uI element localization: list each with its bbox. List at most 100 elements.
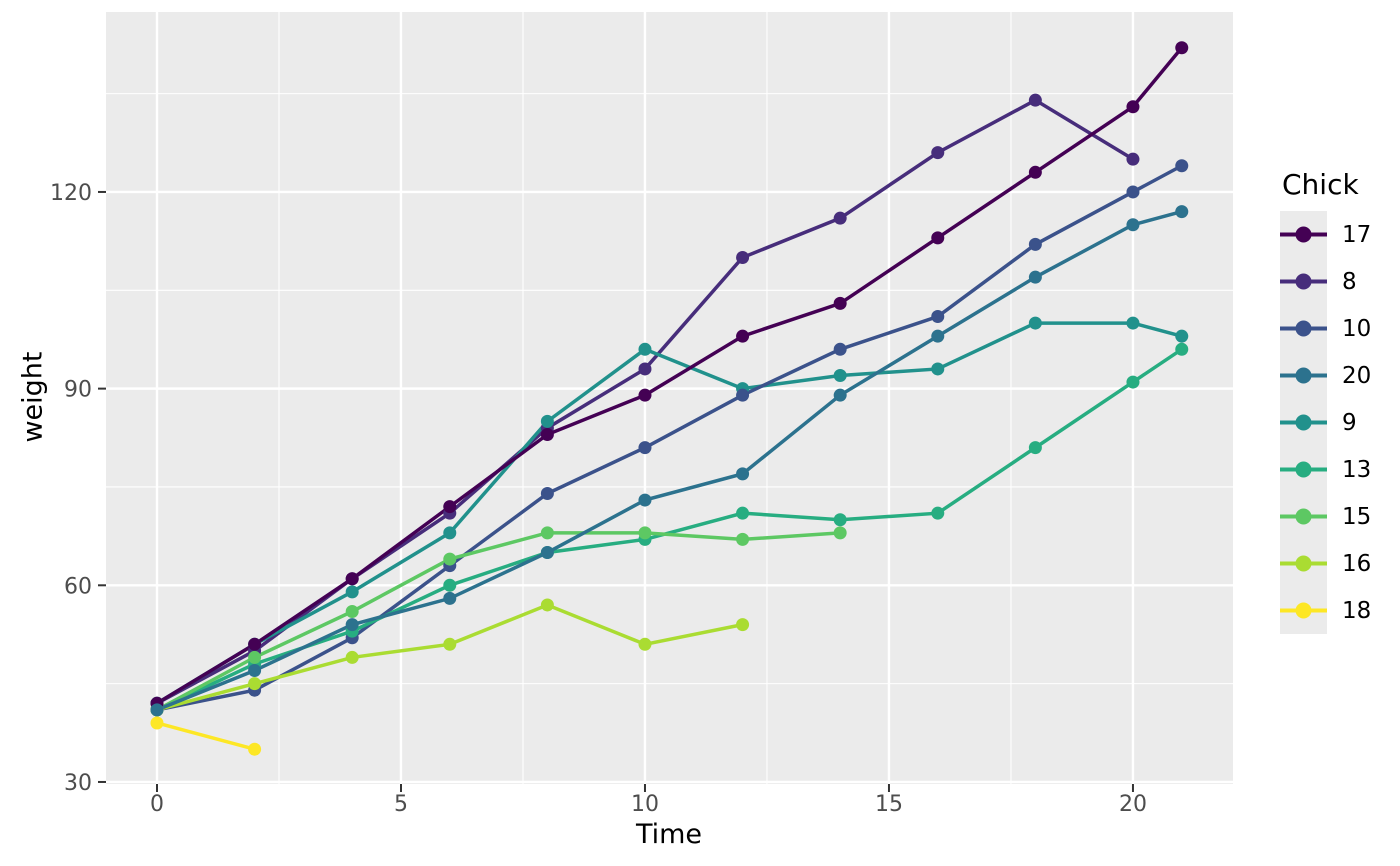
series-point-20 bbox=[345, 618, 359, 632]
y-tick-label: 120 bbox=[50, 181, 92, 206]
series-point-9 bbox=[931, 362, 945, 376]
series-point-13 bbox=[736, 506, 750, 520]
series-point-9 bbox=[540, 414, 554, 428]
series-point-15 bbox=[540, 526, 554, 540]
legend-entry-18: 18 bbox=[1280, 587, 1371, 634]
series-point-15 bbox=[248, 650, 262, 664]
series-point-15 bbox=[736, 532, 750, 546]
series-point-20 bbox=[736, 467, 750, 481]
series-point-10 bbox=[931, 310, 945, 324]
series-point-10 bbox=[540, 487, 554, 501]
series-point-15 bbox=[443, 552, 457, 566]
series-point-8 bbox=[833, 211, 847, 225]
series-point-8 bbox=[638, 362, 652, 376]
series-point-13 bbox=[1028, 441, 1042, 455]
legend-key-swatch bbox=[1280, 493, 1327, 540]
series-point-17 bbox=[540, 428, 554, 442]
series-point-20 bbox=[248, 664, 262, 678]
legend-key-swatch bbox=[1280, 446, 1327, 493]
legend-title: Chick bbox=[1282, 168, 1359, 201]
series-point-20 bbox=[638, 493, 652, 507]
series-point-13 bbox=[931, 506, 945, 520]
legend-entry-label: 20 bbox=[1342, 362, 1372, 389]
series-point-16 bbox=[345, 650, 359, 664]
series-point-10 bbox=[1126, 185, 1140, 199]
legend-key-swatch bbox=[1280, 211, 1327, 258]
series-line-15 bbox=[156, 531, 841, 712]
series-line-20 bbox=[156, 209, 1183, 712]
series-point-9 bbox=[638, 342, 652, 356]
series-point-15 bbox=[638, 526, 652, 540]
series-point-9 bbox=[1175, 329, 1189, 343]
series-point-13 bbox=[1126, 375, 1140, 389]
series-point-18 bbox=[150, 716, 164, 730]
series-point-9 bbox=[1126, 316, 1140, 330]
series-point-10 bbox=[638, 441, 652, 455]
series-point-20 bbox=[1126, 218, 1140, 232]
series-point-17 bbox=[638, 388, 652, 402]
series-point-20 bbox=[150, 703, 164, 717]
y-tick-label: 30 bbox=[64, 771, 92, 796]
legend-key-swatch bbox=[1280, 540, 1327, 587]
y-axis-title: weight bbox=[17, 351, 49, 443]
series-point-17 bbox=[833, 296, 847, 310]
legend-entry-10: 10 bbox=[1280, 305, 1371, 352]
series-point-17 bbox=[248, 637, 262, 651]
series-point-8 bbox=[1028, 93, 1042, 107]
series-point-10 bbox=[736, 388, 750, 402]
series-point-18 bbox=[248, 742, 262, 756]
series-line-17 bbox=[156, 46, 1184, 705]
legend-entry-20: 20 bbox=[1280, 352, 1371, 399]
series-point-13 bbox=[443, 578, 457, 592]
series-point-16 bbox=[638, 637, 652, 651]
series-point-9 bbox=[443, 526, 457, 540]
series-point-17 bbox=[1126, 100, 1140, 114]
legend-entry-15: 15 bbox=[1280, 493, 1371, 540]
legend-entry-label: 15 bbox=[1342, 503, 1372, 530]
series-point-16 bbox=[540, 598, 554, 612]
legend-key-swatch bbox=[1280, 587, 1327, 634]
series-point-17 bbox=[345, 572, 359, 586]
series-line-18 bbox=[156, 721, 256, 751]
series-point-20 bbox=[443, 591, 457, 605]
legend-key-swatch bbox=[1280, 258, 1327, 305]
series-point-10 bbox=[1028, 237, 1042, 251]
series-point-9 bbox=[1028, 316, 1042, 330]
series-point-17 bbox=[736, 329, 750, 343]
legend-entry-label: 16 bbox=[1342, 550, 1372, 577]
series-point-20 bbox=[1028, 270, 1042, 284]
series-point-8 bbox=[736, 251, 750, 265]
series-point-15 bbox=[833, 526, 847, 540]
panel-background bbox=[106, 12, 1233, 784]
x-tick-label: 15 bbox=[875, 792, 903, 817]
series-point-16 bbox=[736, 618, 750, 632]
series-point-16 bbox=[443, 637, 457, 651]
legend-entry-label: 18 bbox=[1342, 597, 1372, 624]
legend-entry-13: 13 bbox=[1280, 446, 1371, 493]
series-point-20 bbox=[931, 329, 945, 343]
series-point-9 bbox=[345, 585, 359, 599]
series-point-20 bbox=[540, 546, 554, 560]
series-point-13 bbox=[833, 513, 847, 527]
series-point-20 bbox=[833, 388, 847, 402]
series-point-17 bbox=[1175, 41, 1189, 55]
series-point-17 bbox=[1028, 165, 1042, 179]
legend-entries: 17 8 10 20 9 13 15 16 18 bbox=[1280, 211, 1371, 634]
series-point-10 bbox=[1175, 159, 1189, 173]
legend-entry-label: 8 bbox=[1342, 268, 1357, 295]
legend-entry-9: 9 bbox=[1280, 399, 1371, 446]
legend-entry-16: 16 bbox=[1280, 540, 1371, 587]
legend-entry-label: 17 bbox=[1342, 221, 1372, 248]
legend-entry-8: 8 bbox=[1280, 258, 1371, 305]
legend: Chick 17 8 10 20 9 13 15 16 18 bbox=[1280, 168, 1371, 634]
legend-entry-label: 13 bbox=[1342, 456, 1372, 483]
x-tick-label: 0 bbox=[150, 792, 164, 817]
legend-key-swatch bbox=[1280, 399, 1327, 446]
series-point-8 bbox=[1126, 152, 1140, 166]
series-point-16 bbox=[248, 677, 262, 691]
series-line-13 bbox=[156, 347, 1183, 712]
series-point-15 bbox=[345, 605, 359, 619]
x-tick-label: 20 bbox=[1119, 792, 1147, 817]
